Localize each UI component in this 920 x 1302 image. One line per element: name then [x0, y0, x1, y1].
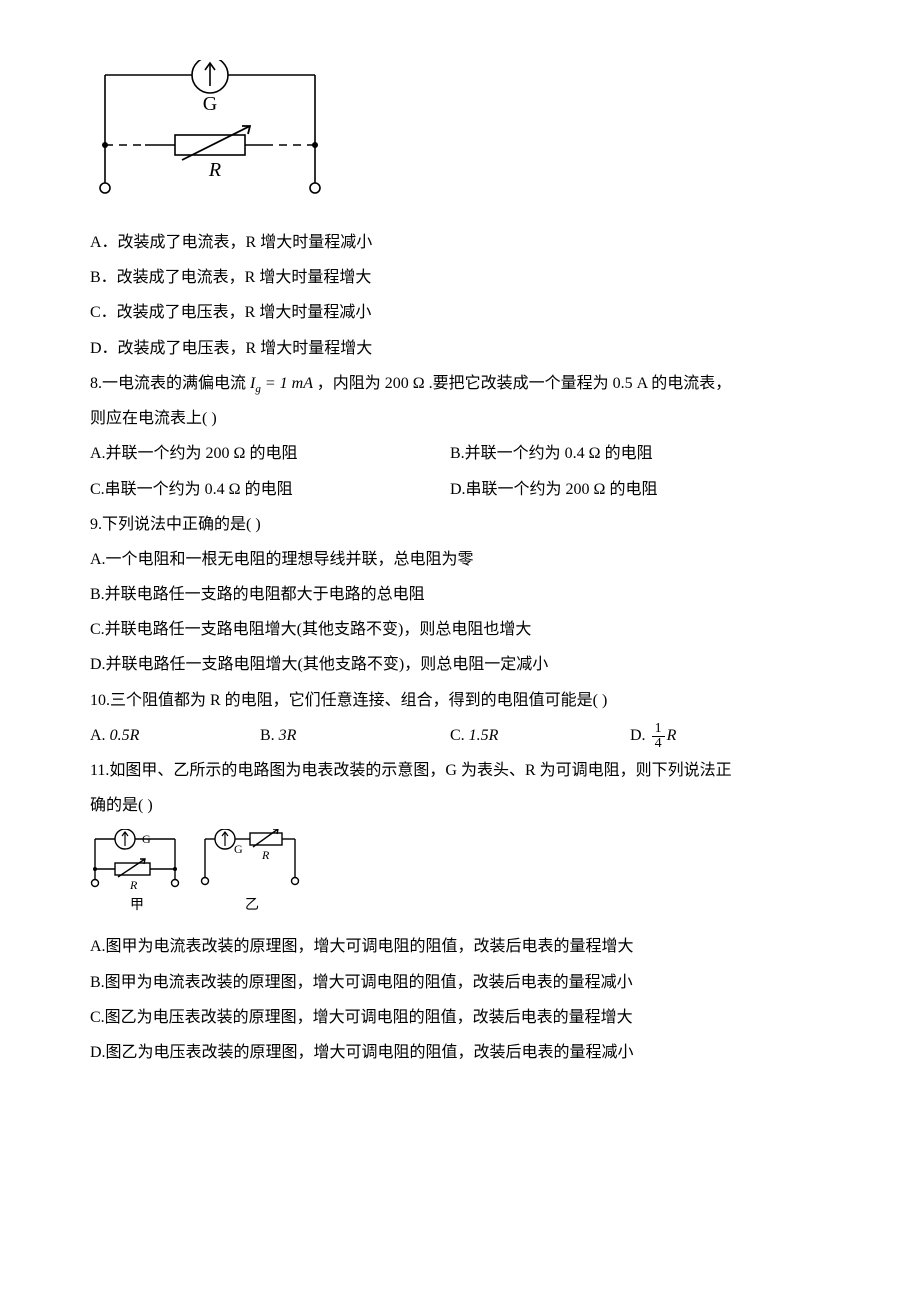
galvanometer-label: G — [203, 93, 217, 115]
q7-option-c: C．改装成了电压表，R 增大时量程减小 — [90, 295, 830, 330]
q7-option-b: B．改装成了电流表，R 增大时量程增大 — [90, 260, 830, 295]
q9-option-d: D.并联电路任一支路电阻增大(其他支路不变)，则总电阻一定减小 — [90, 647, 830, 682]
q9-option-a: A.一个电阻和一根无电阻的理想导线并联，总电阻为零 — [90, 542, 830, 577]
q8-option-c: C.串联一个约为 0.4 Ω 的电阻 — [90, 472, 450, 507]
q8-stem-line1: 8.一电流表的满偏电流 Ig = 1 mA ，内阻为 200 Ω .要把它改装成… — [90, 366, 830, 401]
q9-option-c: C.并联电路任一支路电阻增大(其他支路不变)，则总电阻也增大 — [90, 612, 830, 647]
q9-option-b: B.并联电路任一支路的电阻都大于电路的总电阻 — [90, 577, 830, 612]
q10-c-val: 1.5R — [469, 727, 499, 744]
q10-d-num: 1 — [652, 722, 665, 737]
circuit-diagram-q7: G R — [90, 60, 830, 210]
diagram2-r-label-jia: R — [129, 878, 138, 892]
q11-stem-line1: 11.如图甲、乙所示的电路图为电表改装的示意图，G 为表头、R 为可调电阻，则下… — [90, 753, 830, 788]
q8-options-row1: A.并联一个约为 200 Ω 的电阻 B.并联一个约为 0.4 Ω 的电阻 — [90, 436, 830, 471]
q11-option-a: A.图甲为电流表改装的原理图，增大可调电阻的阻值，改装后电表的量程增大 — [90, 929, 830, 964]
q8-option-a: A.并联一个约为 200 Ω 的电阻 — [90, 436, 450, 471]
q10-option-c: C. 1.5R — [450, 718, 630, 753]
q8-options-row2: C.串联一个约为 0.4 Ω 的电阻 D.串联一个约为 200 Ω 的电阻 — [90, 472, 830, 507]
q10-a-prefix: A. — [90, 727, 110, 744]
circuit-svg-2: G R 甲 G R 乙 — [90, 829, 310, 919]
q11-stem-line2: 确的是( ) — [90, 788, 830, 823]
q10-d-den: 4 — [652, 737, 665, 751]
q10-option-d: D. 14R — [630, 718, 730, 753]
q10-c-prefix: C. — [450, 727, 469, 744]
q10-b-prefix: B. — [260, 727, 279, 744]
q10-d-fraction: 14 — [652, 722, 665, 751]
q8-option-b: B.并联一个约为 0.4 Ω 的电阻 — [450, 436, 653, 471]
q10-stem: 10.三个阻值都为 R 的电阻，它们任意连接、组合，得到的电阻值可能是( ) — [90, 683, 830, 718]
q8-ig-eq: = 1 mA — [261, 375, 317, 392]
q10-option-a: A. 0.5R — [90, 718, 260, 753]
q7-option-d: D．改装成了电压表，R 增大时量程增大 — [90, 331, 830, 366]
q8-stem-part1: 8.一电流表的满偏电流 — [90, 375, 250, 392]
diagram2-label-jia: 甲 — [130, 898, 144, 913]
q11-option-d: D.图乙为电压表改装的原理图，增大可调电阻的阻值，改装后电表的量程减小 — [90, 1035, 830, 1070]
q9-stem: 9.下列说法中正确的是( ) — [90, 507, 830, 542]
q10-option-b: B. 3R — [260, 718, 450, 753]
q11-option-c: C.图乙为电压表改装的原理图，增大可调电阻的阻值，改装后电表的量程增大 — [90, 1000, 830, 1035]
diagram2-r-label-yi: R — [261, 848, 270, 862]
resistor-r-label: R — [208, 159, 221, 181]
q10-d-prefix: D. — [630, 727, 650, 744]
q8-stem-part2: ，内阻为 200 Ω .要把它改装成一个量程为 0.5 A 的电流表， — [317, 375, 732, 392]
diagram2-label-yi: 乙 — [245, 897, 259, 913]
diagram2-g-label-jia: G — [142, 832, 151, 846]
circuit-svg-1: G R — [90, 60, 330, 210]
q10-a-val: 0.5R — [110, 727, 140, 744]
circuit-diagram-q11: G R 甲 G R 乙 — [90, 829, 830, 919]
q7-option-a: A．改装成了电流表，R 增大时量程减小 — [90, 225, 830, 260]
q11-option-b: B.图甲为电流表改装的原理图，增大可调电阻的阻值，改装后电表的量程减小 — [90, 965, 830, 1000]
diagram2-g-label-yi: G — [234, 842, 243, 856]
q10-options-row: A. 0.5R B. 3R C. 1.5R D. 14R — [90, 718, 830, 753]
q10-d-suffix: R — [667, 727, 677, 744]
q8-stem-line2: 则应在电流表上( ) — [90, 401, 830, 436]
q10-b-val: 3R — [279, 727, 297, 744]
q8-option-d: D.串联一个约为 200 Ω 的电阻 — [450, 472, 657, 507]
